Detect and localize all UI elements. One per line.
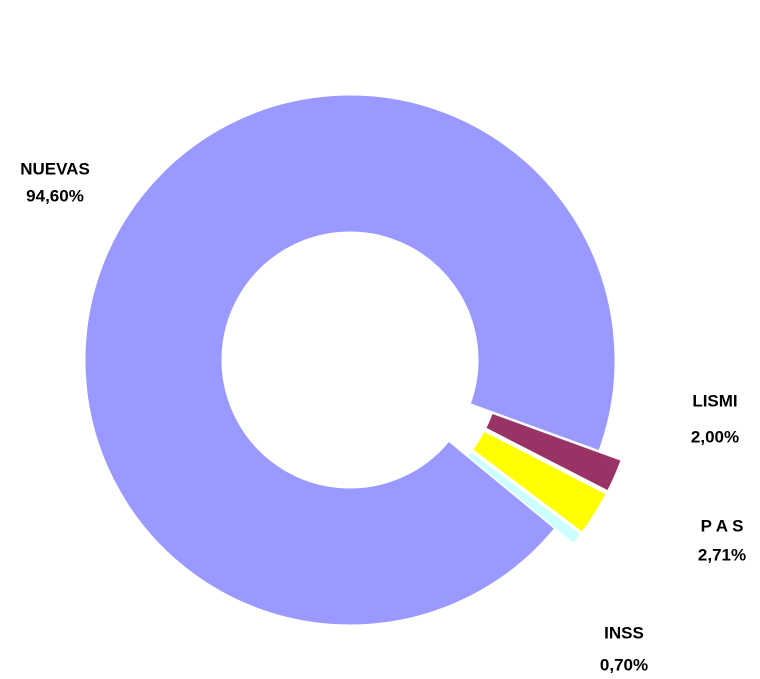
slice-label: NUEVAS xyxy=(20,159,90,178)
donut-slice xyxy=(471,430,607,533)
slice-value-label: 2,71% xyxy=(698,545,746,564)
slice-value-label: 94,60% xyxy=(26,186,84,205)
slice-label: P A S xyxy=(701,516,744,535)
donut-slice xyxy=(485,412,622,492)
slice-value-label: 2,00% xyxy=(691,427,739,446)
donut-slice xyxy=(84,94,616,626)
donut-slice xyxy=(466,451,582,545)
slice-label: INSS xyxy=(604,623,644,642)
slice-value-label: 0,70% xyxy=(600,655,648,674)
slice-label: LISMI xyxy=(692,391,737,410)
